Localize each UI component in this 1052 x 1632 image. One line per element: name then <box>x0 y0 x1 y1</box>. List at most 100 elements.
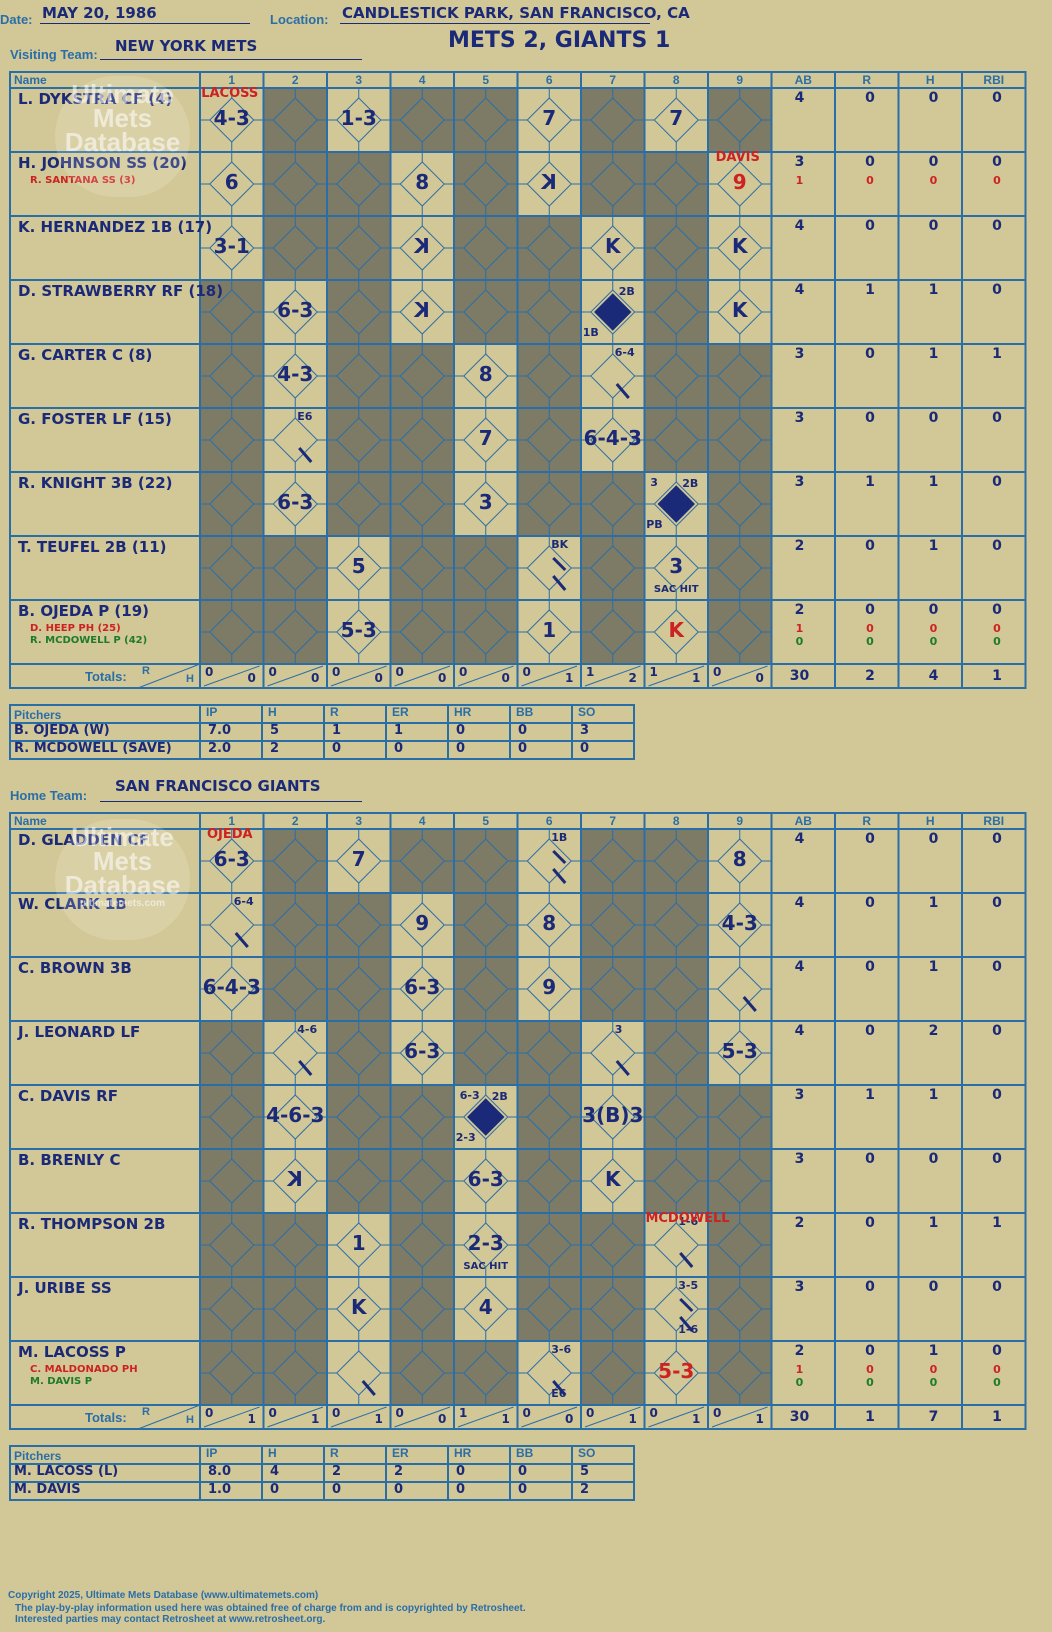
totals-label: Totals: <box>85 1410 127 1425</box>
total-r: 2 <box>865 668 875 684</box>
play-result: K <box>287 1167 304 1191</box>
stat-ab: 3 <box>794 1087 805 1103</box>
play-result: 1 <box>542 618 557 642</box>
stat-h: 0 <box>928 1151 939 1167</box>
play-result: K <box>351 1295 367 1319</box>
watermark-text: Mets <box>92 103 153 133</box>
stat-r: 0 <box>865 346 875 362</box>
inning-header: 5 <box>482 73 490 87</box>
inning-hits: 1 <box>501 1412 510 1426</box>
watermark-url: ultimatemets.com <box>79 898 166 909</box>
h-column-header: H <box>925 73 935 87</box>
player-name: B. BRENLY C <box>18 1151 121 1169</box>
inning-runs: 0 <box>522 665 531 679</box>
home-underline <box>100 801 362 802</box>
pitcher-change-label: MCDOWELL <box>645 1211 730 1226</box>
run-scored-diamond <box>657 485 695 523</box>
play-result: K <box>605 234 621 258</box>
pitcher-col-h: H <box>268 1446 277 1460</box>
inning-header: 9 <box>736 73 744 87</box>
stat-r: 0 <box>865 218 875 234</box>
play-note: 6-3 <box>459 1089 480 1102</box>
stat-rbi-sub: 0 <box>993 1376 1001 1389</box>
sub-player-name: M. DAVIS P <box>30 1376 93 1387</box>
pitcher-col-hr: HR <box>454 1446 472 1460</box>
inning-hits: 0 <box>438 1412 447 1426</box>
pitcher-name: R. MCDOWELL (SAVE) <box>14 741 172 756</box>
stat-ab-sub: 1 <box>795 1363 804 1376</box>
player-name: R. KNIGHT 3B (22) <box>18 474 173 492</box>
name-column-header: Name <box>14 73 47 87</box>
stat-rbi: 0 <box>992 895 1002 911</box>
play-result: 6-3 <box>404 1039 441 1063</box>
stat-r-sub: 0 <box>866 174 874 187</box>
play-note: 3-6 <box>551 1343 572 1356</box>
stat-h: 0 <box>928 410 939 426</box>
pitcher-stat-r: 2 <box>332 1464 342 1479</box>
pitcher-stat-h: 0 <box>270 1482 280 1497</box>
stat-h: 1 <box>928 346 939 362</box>
pitcher-stat-r: 1 <box>332 723 342 738</box>
stat-r: 0 <box>865 1279 875 1295</box>
stat-ab: 4 <box>794 90 805 106</box>
pitcher-stat-hr: 0 <box>456 723 466 738</box>
play-result: 4-6-3 <box>266 1103 325 1127</box>
play-note: 3 <box>650 476 658 489</box>
play-result: K <box>732 234 748 258</box>
game-result: METS 2, GIANTS 1 <box>448 28 671 53</box>
player-name: M. LACOSS P <box>18 1343 126 1361</box>
player-name: W. CLARK 1B <box>18 895 127 913</box>
play-note: 1B <box>582 326 599 339</box>
total-h: 4 <box>928 668 939 684</box>
stat-h: 0 <box>928 831 939 847</box>
play-result: 8 <box>542 911 557 935</box>
stat-h: 1 <box>928 538 939 554</box>
hit-path <box>552 868 567 884</box>
hit-path <box>298 1060 313 1076</box>
pitcher-stat-so: 3 <box>580 723 590 738</box>
inning-hits: 1 <box>565 671 574 685</box>
stat-h: 2 <box>928 1023 939 1039</box>
inning-hits: 0 <box>565 1412 574 1426</box>
pitcher-stat-r: 0 <box>332 1482 342 1497</box>
date-underline <box>40 23 250 24</box>
stat-h-sub: 0 <box>929 174 938 187</box>
home-grid <box>9 812 1027 1430</box>
inning-runs: 0 <box>205 1406 214 1420</box>
hit-path <box>742 996 757 1012</box>
home-pitchers-table <box>9 1445 635 1501</box>
stat-r: 1 <box>865 1087 875 1103</box>
stat-h: 1 <box>928 1343 939 1359</box>
location-underline <box>340 23 650 24</box>
visiting-team: NEW YORK METS <box>115 37 258 55</box>
stat-ab: 3 <box>794 346 805 362</box>
visiting-label: Visiting Team: <box>10 47 98 62</box>
stat-rbi-sub: 0 <box>993 1363 1001 1376</box>
stat-r: 0 <box>865 1215 875 1231</box>
stat-h-sub: 0 <box>929 635 938 648</box>
inning-runs: 0 <box>205 665 214 679</box>
ab-column-header: AB <box>794 814 812 828</box>
play-result: 8 <box>732 847 747 871</box>
pitcher-col-bb: BB <box>516 1446 534 1460</box>
player-name: B. OJEDA P (19) <box>18 602 150 620</box>
play-result: 8 <box>478 362 493 386</box>
inning-runs: 0 <box>713 1406 722 1420</box>
stat-rbi: 0 <box>992 282 1002 298</box>
rbi-column-header: RBI <box>983 814 1005 828</box>
player-name: J. URIBE SS <box>18 1279 112 1297</box>
play-result: 3 <box>478 490 493 514</box>
inning-runs: 0 <box>332 665 341 679</box>
total-rbi: 1 <box>992 1409 1002 1425</box>
ab-column-header: AB <box>794 73 812 87</box>
hit-path <box>615 1060 630 1076</box>
stat-rbi-sub: 0 <box>993 635 1001 648</box>
inning-runs: 0 <box>395 665 404 679</box>
inning-hits: 1 <box>692 671 701 685</box>
stat-r: 0 <box>865 831 875 847</box>
total-r: 1 <box>865 1409 875 1425</box>
inning-header: 7 <box>609 814 617 828</box>
pitcher-stat-ip: 1.0 <box>208 1482 232 1497</box>
stat-h: 0 <box>928 154 939 170</box>
play-result: 5-3 <box>658 1359 695 1383</box>
